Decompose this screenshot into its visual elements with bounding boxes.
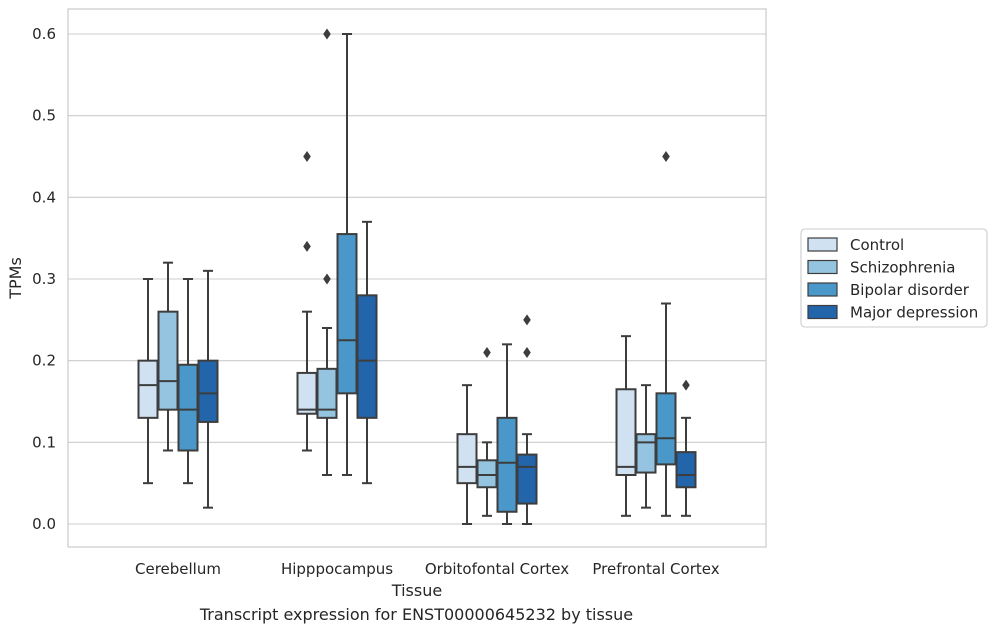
legend-label: Major depression — [850, 304, 978, 322]
box — [635, 433, 657, 474]
x-tick-label: Hipppocampus — [281, 560, 393, 578]
box-groups — [137, 28, 697, 525]
legend-label: Schizophrenia — [850, 259, 955, 277]
plot-frame — [67, 8, 767, 548]
legend-label: Bipolar disorder — [850, 281, 970, 299]
legend-swatch — [807, 259, 838, 275]
box-group — [296, 28, 378, 485]
outlier-point — [303, 240, 311, 252]
outlier-point — [303, 151, 311, 162]
x-axis-label: Tissue — [391, 581, 442, 600]
y-tick-label: 0.1 — [32, 433, 56, 451]
box — [496, 416, 518, 513]
box-group — [456, 314, 538, 525]
legend-swatch — [807, 237, 838, 252]
box — [157, 310, 179, 411]
x-tick-label: Prefrontal Cortex — [592, 560, 719, 578]
y-tick-label: 0.5 — [32, 107, 56, 125]
y-tick-label: 0.3 — [32, 270, 56, 288]
outlier-point — [323, 28, 331, 40]
box-group — [137, 261, 219, 509]
y-tick-label: 0.2 — [32, 352, 56, 370]
y-axis-label: TPMs — [6, 257, 25, 300]
outlier-point — [523, 314, 531, 326]
outlier-point — [483, 347, 491, 358]
box-group — [615, 151, 697, 517]
chart-caption: Transcript expression for ENST0000064523… — [199, 605, 634, 624]
y-tick-label: 0.6 — [32, 25, 56, 43]
box — [655, 392, 677, 466]
y-tick-label: 0.4 — [32, 188, 56, 206]
box — [336, 233, 358, 395]
box — [516, 453, 538, 505]
box — [137, 359, 159, 419]
box — [356, 294, 378, 419]
legend-frame — [800, 228, 988, 328]
legend-swatch — [807, 282, 838, 297]
outlier-point — [682, 379, 690, 391]
legend-label: Control — [850, 236, 904, 254]
outlier-point — [662, 151, 670, 162]
outlier-point — [523, 347, 531, 358]
box — [197, 359, 219, 423]
y-axis-ticks: 0.0 0.1 0.2 0.3 0.4 0.5 0.6 — [32, 25, 56, 533]
box — [456, 433, 478, 485]
box — [296, 371, 318, 415]
x-tick-label: Cerebellum — [135, 560, 221, 578]
legend-swatch — [807, 304, 838, 320]
x-tick-label: Orbitofontal Cortex — [425, 560, 569, 578]
box — [675, 451, 697, 489]
box — [615, 388, 637, 476]
legend: Control Schizophrenia Bipolar disorder Majo… — [800, 228, 988, 328]
box — [476, 459, 498, 489]
x-axis-ticks: Cerebellum Hipppocampus Orbitofontal Corte… — [135, 560, 720, 578]
y-tick-label: 0.0 — [32, 515, 56, 533]
outlier-point — [323, 273, 331, 285]
box — [177, 363, 199, 452]
